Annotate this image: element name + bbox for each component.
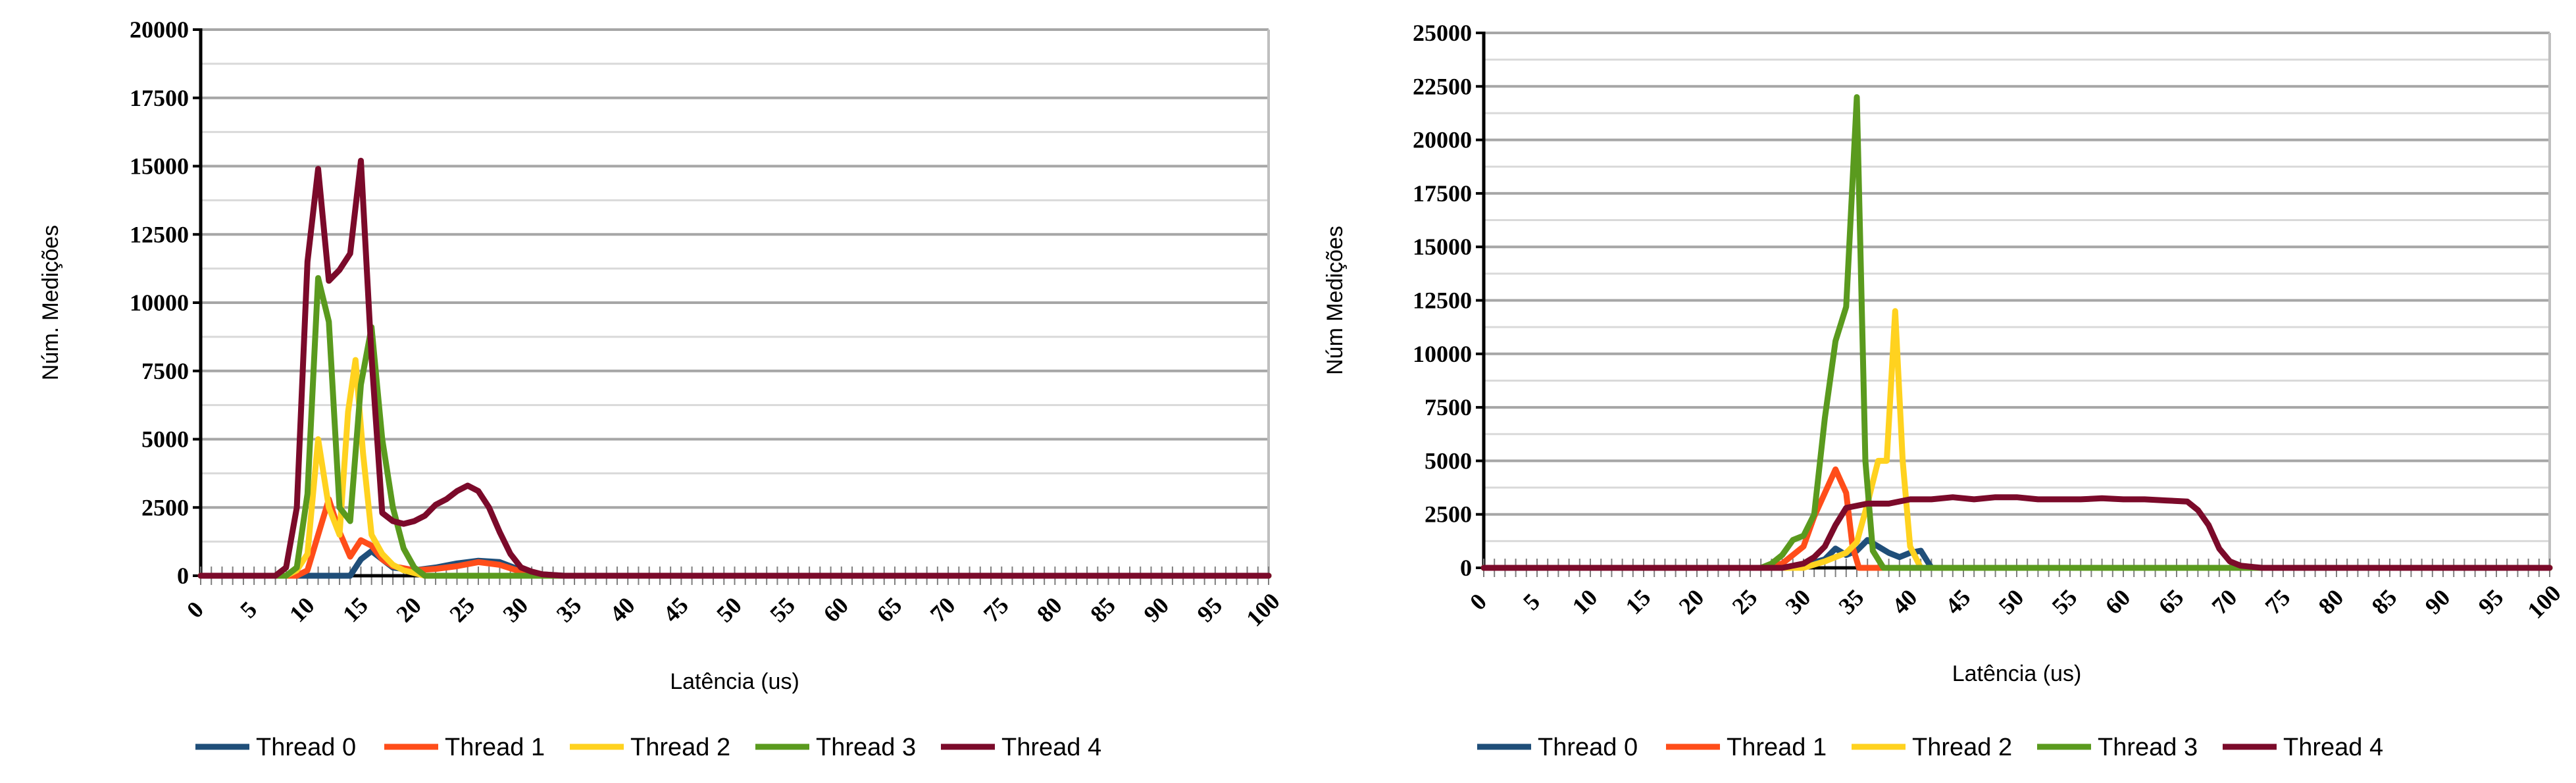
legend-label-thread-0: Thread 0 bbox=[1538, 734, 1638, 761]
x-tick-label: 95 bbox=[2473, 584, 2509, 620]
y-tick-label: 10000 bbox=[1413, 341, 1472, 367]
legend-label-thread-2: Thread 2 bbox=[1912, 734, 2012, 761]
x-tick-label: 50 bbox=[711, 592, 747, 628]
chart-2: 0 2500 5000 7500 10000 12500 15000 17500 20000 22… bbox=[1323, 20, 2566, 761]
x-tick-label: 100 bbox=[2522, 580, 2565, 623]
x-axis-title: Latência (us) bbox=[670, 669, 799, 694]
x-tick-label: 25 bbox=[444, 592, 480, 628]
series-line-thread-4 bbox=[197, 157, 1272, 579]
y-tick-label: 5000 bbox=[141, 426, 189, 453]
y-tick-label: 25000 bbox=[1413, 20, 1472, 46]
y-axis-title: Núm. Medições bbox=[38, 225, 63, 380]
y-tick-label: 20000 bbox=[1413, 127, 1472, 153]
legend-label-thread-0: Thread 0 bbox=[256, 734, 356, 761]
y-tick-label: 12500 bbox=[1413, 288, 1472, 314]
x-tick-label: 90 bbox=[2420, 584, 2456, 620]
y-tick-label: 15000 bbox=[1413, 234, 1472, 260]
legend-label-thread-3: Thread 3 bbox=[2098, 734, 2198, 761]
x-tick-label: 30 bbox=[1780, 584, 1816, 620]
x-tick-label: 5 bbox=[235, 596, 262, 623]
x-tick-label: 80 bbox=[1032, 592, 1067, 628]
y-axis-title: Núm Medições bbox=[1323, 226, 1348, 375]
legend-label-thread-4: Thread 4 bbox=[1001, 734, 1101, 761]
y-tick-label: 12500 bbox=[130, 221, 189, 247]
x-tick-label: 20 bbox=[391, 592, 426, 628]
x-tick-label: 65 bbox=[872, 592, 907, 628]
series-line-thread-2 bbox=[197, 357, 1272, 579]
x-tick-label: 50 bbox=[1994, 584, 2029, 620]
x-tick-label: 75 bbox=[978, 592, 1014, 628]
legend: Thread 0 Thread 1 Thread 2 Thread 3 Thread 4 bbox=[1477, 734, 2383, 761]
y-tick-label: 2500 bbox=[1425, 501, 1472, 528]
x-tick-label: 20 bbox=[1674, 584, 1709, 620]
legend: Thread 0 Thread 1 Thread 2 Thread 3 Thread 4 bbox=[195, 734, 1101, 761]
x-tick-label: 40 bbox=[605, 592, 640, 628]
legend-label-thread-3: Thread 3 bbox=[816, 734, 916, 761]
x-tick-label: 30 bbox=[498, 592, 534, 628]
x-tick-label: 35 bbox=[551, 592, 587, 628]
x-tick-label: 70 bbox=[925, 592, 961, 628]
x-axis-title: Latência (us) bbox=[1952, 661, 2082, 686]
series-line-thread-3 bbox=[1480, 94, 2553, 571]
x-tick-label: 40 bbox=[1887, 584, 1923, 620]
x-tick-label: 25 bbox=[1727, 584, 1763, 620]
legend-label-thread-2: Thread 2 bbox=[630, 734, 730, 761]
x-tick-label: 60 bbox=[818, 592, 853, 628]
x-tick-label: 15 bbox=[338, 592, 373, 628]
series-line-thread-3 bbox=[197, 275, 1272, 579]
series-line-thread-1 bbox=[197, 496, 1272, 579]
x-tick-label: 10 bbox=[284, 592, 320, 628]
x-tick-label: 65 bbox=[2154, 584, 2189, 620]
x-tick-label: 75 bbox=[2260, 584, 2296, 620]
x-tick-label: 0 bbox=[182, 596, 209, 623]
y-tick-label: 17500 bbox=[130, 85, 189, 111]
x-tick-label: 0 bbox=[1465, 588, 1492, 615]
y-tick-label: 0 bbox=[177, 563, 189, 589]
x-tick-label: 45 bbox=[658, 592, 694, 628]
series-line-thread-1 bbox=[1480, 466, 2553, 571]
x-tick-label: 90 bbox=[1138, 592, 1174, 628]
y-tick-label: 7500 bbox=[1425, 394, 1472, 420]
x-tick-label: 15 bbox=[1621, 584, 1656, 620]
legend-label-thread-1: Thread 1 bbox=[445, 734, 545, 761]
y-tick-label: 22500 bbox=[1413, 73, 1472, 99]
y-tick-label: 20000 bbox=[130, 16, 189, 43]
y-tick-label: 10000 bbox=[130, 290, 189, 316]
x-tick-label: 85 bbox=[2367, 584, 2402, 620]
series-line-thread-4 bbox=[1480, 494, 2553, 571]
y-tick-label: 7500 bbox=[141, 358, 189, 384]
x-tick-label: 95 bbox=[1192, 592, 1227, 628]
x-tick-label: 70 bbox=[2207, 584, 2242, 620]
y-tick-label: 17500 bbox=[1413, 180, 1472, 207]
y-tick-label: 15000 bbox=[130, 153, 189, 180]
x-tick-label: 55 bbox=[765, 592, 800, 628]
y-tick-label: 2500 bbox=[141, 494, 189, 520]
x-tick-label: 85 bbox=[1085, 592, 1121, 628]
x-tick-label: 5 bbox=[1518, 588, 1545, 615]
y-tick-label: 0 bbox=[1460, 555, 1472, 581]
y-tick-label: 5000 bbox=[1425, 447, 1472, 474]
x-tick-label: 60 bbox=[2100, 584, 2136, 620]
x-tick-label: 80 bbox=[2313, 584, 2349, 620]
x-tick-label: 45 bbox=[1940, 584, 1976, 620]
x-tick-label: 100 bbox=[1241, 588, 1284, 631]
series-line-thread-2 bbox=[1480, 308, 2553, 571]
legend-label-thread-4: Thread 4 bbox=[2283, 734, 2383, 761]
x-tick-label: 10 bbox=[1567, 584, 1603, 620]
x-tick-label: 35 bbox=[1834, 584, 1869, 620]
legend-label-thread-1: Thread 1 bbox=[1727, 734, 1827, 761]
x-tick-label: 55 bbox=[2047, 584, 2083, 620]
